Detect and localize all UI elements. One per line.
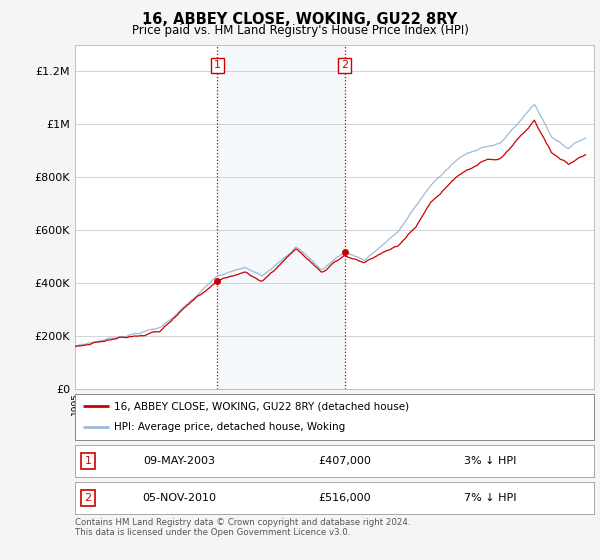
Text: 09-MAY-2003: 09-MAY-2003 [143, 456, 215, 466]
Text: HPI: Average price, detached house, Woking: HPI: Average price, detached house, Woki… [114, 422, 345, 432]
Text: 1: 1 [85, 456, 91, 466]
Text: Price paid vs. HM Land Registry's House Price Index (HPI): Price paid vs. HM Land Registry's House … [131, 24, 469, 37]
Text: 7% ↓ HPI: 7% ↓ HPI [464, 493, 517, 503]
Text: 05-NOV-2010: 05-NOV-2010 [142, 493, 216, 503]
Text: £516,000: £516,000 [319, 493, 371, 503]
Text: 2: 2 [341, 60, 348, 71]
Text: 1: 1 [214, 60, 221, 71]
Text: 3% ↓ HPI: 3% ↓ HPI [464, 456, 517, 466]
Text: 2: 2 [85, 493, 92, 503]
Text: 16, ABBEY CLOSE, WOKING, GU22 8RY (detached house): 16, ABBEY CLOSE, WOKING, GU22 8RY (detac… [114, 401, 409, 411]
Text: £407,000: £407,000 [319, 456, 371, 466]
Bar [217, 45, 344, 389]
Text: 16, ABBEY CLOSE, WOKING, GU22 8RY: 16, ABBEY CLOSE, WOKING, GU22 8RY [142, 12, 458, 27]
Text: Contains HM Land Registry data © Crown copyright and database right 2024.
This d: Contains HM Land Registry data © Crown c… [75, 518, 410, 538]
